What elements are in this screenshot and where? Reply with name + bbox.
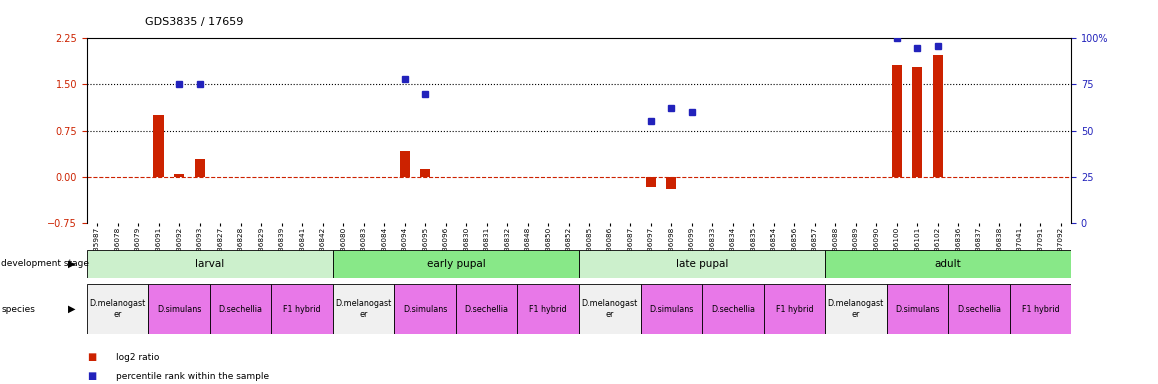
Bar [666,177,676,189]
Text: adult: adult [935,259,961,269]
Bar [646,177,655,187]
Bar [400,151,410,177]
Bar [456,284,518,334]
Bar [913,67,923,177]
Bar [824,284,887,334]
Text: F1 hybrid: F1 hybrid [529,305,567,314]
Bar [148,284,210,334]
Bar [395,284,456,334]
Bar [887,284,948,334]
Text: ▶: ▶ [68,259,75,269]
Text: D.melanogast
er: D.melanogast er [581,300,638,319]
Text: log2 ratio: log2 ratio [116,353,159,362]
Text: D.sechellia: D.sechellia [219,305,263,314]
Bar [948,284,1010,334]
Bar [334,250,579,278]
Text: ▶: ▶ [68,304,75,314]
Bar [87,284,148,334]
Bar [87,250,334,278]
Bar [579,284,640,334]
Text: D.simulans: D.simulans [650,305,694,314]
Bar [702,284,763,334]
Text: D.melanogast
er: D.melanogast er [89,300,146,319]
Text: D.sechellia: D.sechellia [711,305,755,314]
Bar [579,250,824,278]
Text: species: species [1,305,35,314]
Text: D.melanogast
er: D.melanogast er [828,300,884,319]
Bar [932,55,943,177]
Text: ■: ■ [87,371,96,381]
Text: GDS3835 / 17659: GDS3835 / 17659 [145,17,243,27]
Text: late pupal: late pupal [676,259,728,269]
Text: larval: larval [196,259,225,269]
Bar [640,284,702,334]
Text: D.simulans: D.simulans [157,305,201,314]
Bar [420,169,431,177]
Text: early pupal: early pupal [426,259,485,269]
Text: D.sechellia: D.sechellia [957,305,1001,314]
Text: D.simulans: D.simulans [403,305,447,314]
Text: D.sechellia: D.sechellia [464,305,508,314]
Bar [271,284,334,334]
Bar [824,250,1071,278]
Bar [210,284,271,334]
Bar [174,174,184,177]
Text: F1 hybrid: F1 hybrid [284,305,321,314]
Bar [892,65,902,177]
Text: F1 hybrid: F1 hybrid [1021,305,1060,314]
Text: D.simulans: D.simulans [895,305,939,314]
Text: F1 hybrid: F1 hybrid [776,305,813,314]
Bar [154,115,163,177]
Text: ■: ■ [87,352,96,362]
Bar [195,159,205,177]
Text: percentile rank within the sample: percentile rank within the sample [116,372,269,381]
Text: D.melanogast
er: D.melanogast er [336,300,391,319]
Bar [1010,284,1071,334]
Bar [334,284,395,334]
Bar [518,284,579,334]
Bar [763,284,824,334]
Text: development stage: development stage [1,260,89,268]
